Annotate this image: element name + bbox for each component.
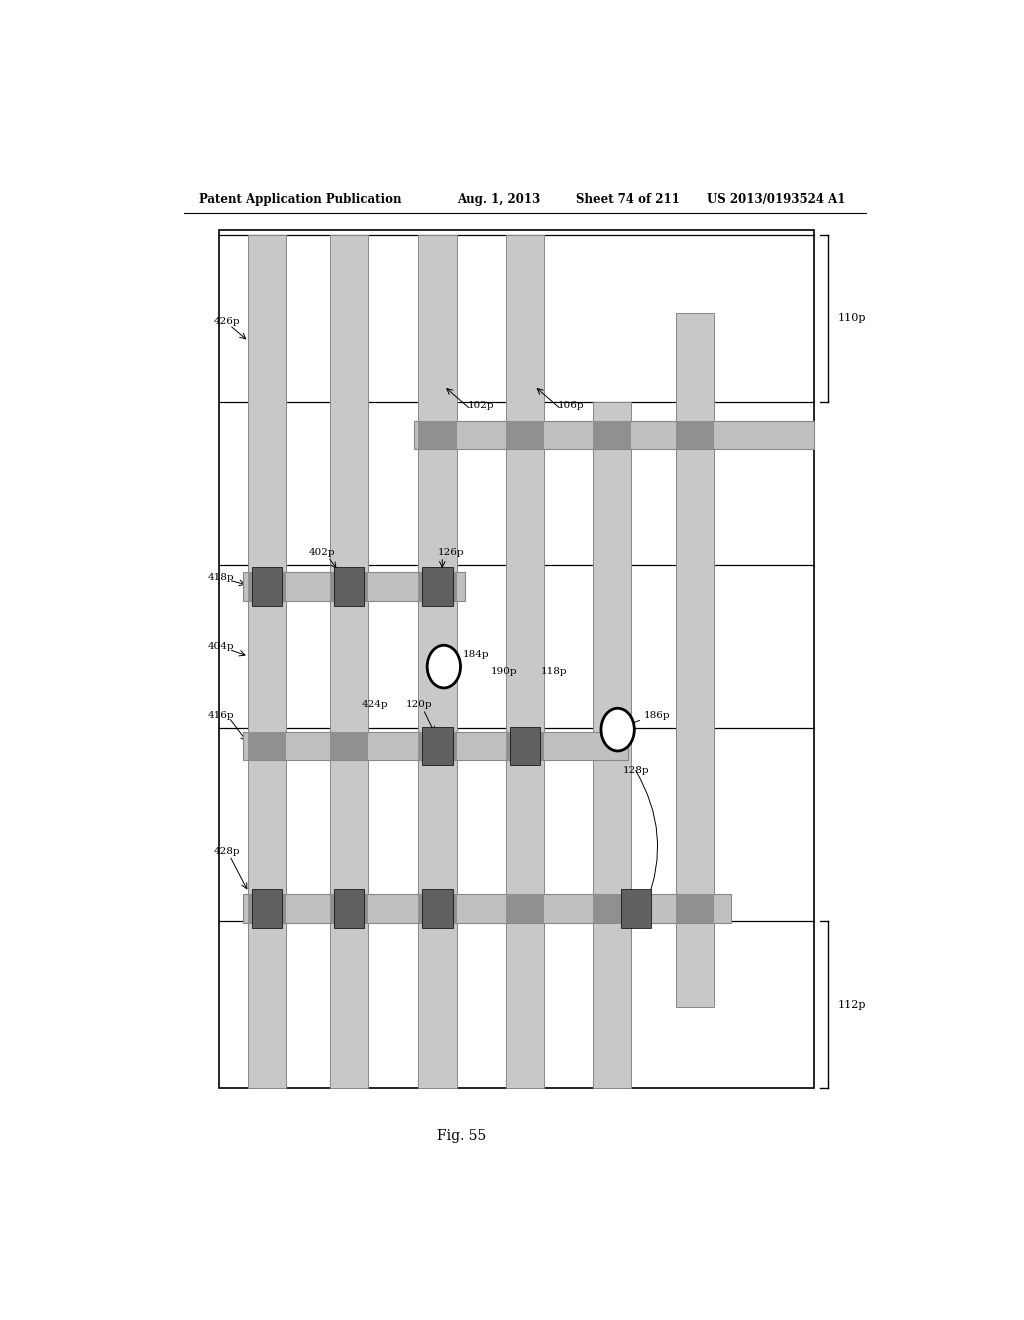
Bar [419,235,457,1089]
Bar [334,890,364,928]
Bar [419,894,457,923]
Bar [506,235,544,1089]
Bar [677,421,715,449]
Bar [252,890,282,928]
Text: 102p: 102p [468,401,495,411]
Text: 184p: 184p [463,649,489,659]
Text: 424p: 424p [362,700,389,709]
Text: 108p: 108p [468,898,495,907]
Bar [506,731,544,760]
Bar [243,894,731,923]
Circle shape [427,645,461,688]
Text: 418p: 418p [207,573,234,582]
Text: Sheet 74 of 211: Sheet 74 of 211 [577,193,680,206]
Text: 404p: 404p [207,642,234,651]
Text: 186p: 186p [644,711,671,719]
Text: US 2013/0193524 A1: US 2013/0193524 A1 [708,193,846,206]
Bar [243,572,465,601]
Text: 128p: 128p [624,766,650,775]
Bar [506,421,544,449]
Text: 416p: 416p [207,711,234,719]
Bar [334,568,364,606]
Bar [677,894,715,923]
Bar [414,421,814,449]
Text: 104p: 104p [549,898,575,907]
Bar [423,726,453,766]
Bar [677,313,715,1007]
Bar [252,568,282,606]
Bar [248,572,286,601]
Bar [423,890,453,928]
Bar [506,894,544,923]
Text: 110p: 110p [838,313,866,323]
Bar [419,731,457,760]
Bar [330,572,368,601]
Bar [419,421,457,449]
Bar [593,403,631,1089]
Bar [510,726,540,766]
Text: 426p: 426p [214,317,241,326]
Bar [248,894,286,923]
Text: 126p: 126p [437,548,464,557]
Bar [248,731,286,760]
Bar [621,890,651,928]
Text: Aug. 1, 2013: Aug. 1, 2013 [458,193,541,206]
Bar [243,731,628,760]
Text: 112p: 112p [838,999,866,1010]
Bar [330,894,368,923]
Text: 106p: 106p [558,401,585,411]
Text: 428p: 428p [214,847,241,857]
Bar [593,894,631,923]
Circle shape [601,709,634,751]
Text: 120p: 120p [406,700,432,709]
Bar [593,421,631,449]
Bar [330,731,368,760]
Text: Patent Application Publication: Patent Application Publication [200,193,402,206]
Bar [219,230,814,1089]
Text: 190p: 190p [490,667,517,676]
Bar [330,235,368,1089]
Text: 118p: 118p [541,667,567,676]
Bar [419,572,457,601]
Text: Fig. 55: Fig. 55 [436,1129,486,1143]
Bar [423,568,453,606]
Bar [248,235,286,1089]
Text: 402p: 402p [309,548,336,557]
Text: 414p: 414p [736,426,763,436]
